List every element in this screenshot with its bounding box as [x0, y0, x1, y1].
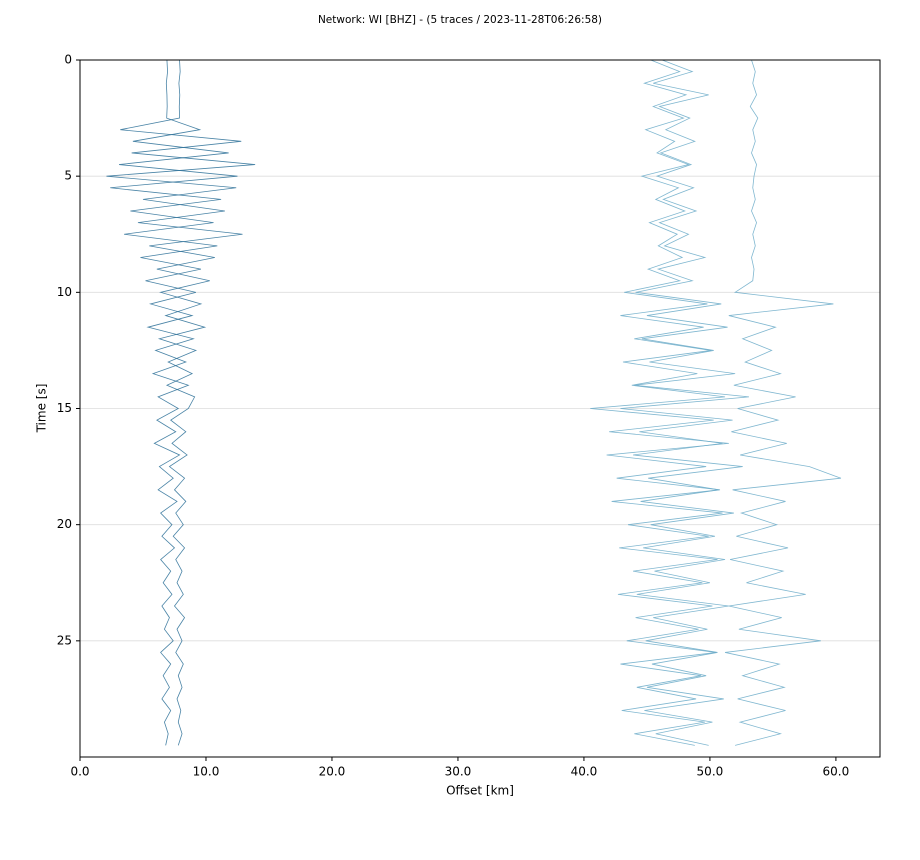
y-tick-label: 25 [57, 633, 72, 647]
x-tick-label: 60.0 [823, 765, 850, 779]
trace [110, 59, 238, 746]
chart-title: Network: WI [BHZ] - (5 traces / 2023-11-… [318, 14, 602, 26]
plot-frame [79, 59, 881, 758]
x-tick-label: 30.0 [445, 765, 472, 779]
trace [724, 59, 842, 746]
y-tick-label: 20 [57, 517, 72, 531]
x-axis-label: Offset [km] [446, 784, 514, 798]
x-tick-label: 50.0 [697, 765, 724, 779]
trace [620, 59, 750, 746]
y-axis-label: Time [s] [35, 384, 49, 434]
y-tick-label: 0 [64, 53, 72, 67]
trace [106, 59, 256, 746]
y-tick-label: 15 [57, 401, 72, 415]
x-tick-label: 10.0 [193, 765, 220, 779]
y-tick-label: 10 [57, 285, 72, 299]
x-tick-label: 0.0 [70, 765, 89, 779]
y-tick-label: 5 [64, 169, 72, 183]
x-tick-label: 40.0 [571, 765, 598, 779]
trace [590, 59, 729, 746]
x-tick-label: 20.0 [319, 765, 346, 779]
